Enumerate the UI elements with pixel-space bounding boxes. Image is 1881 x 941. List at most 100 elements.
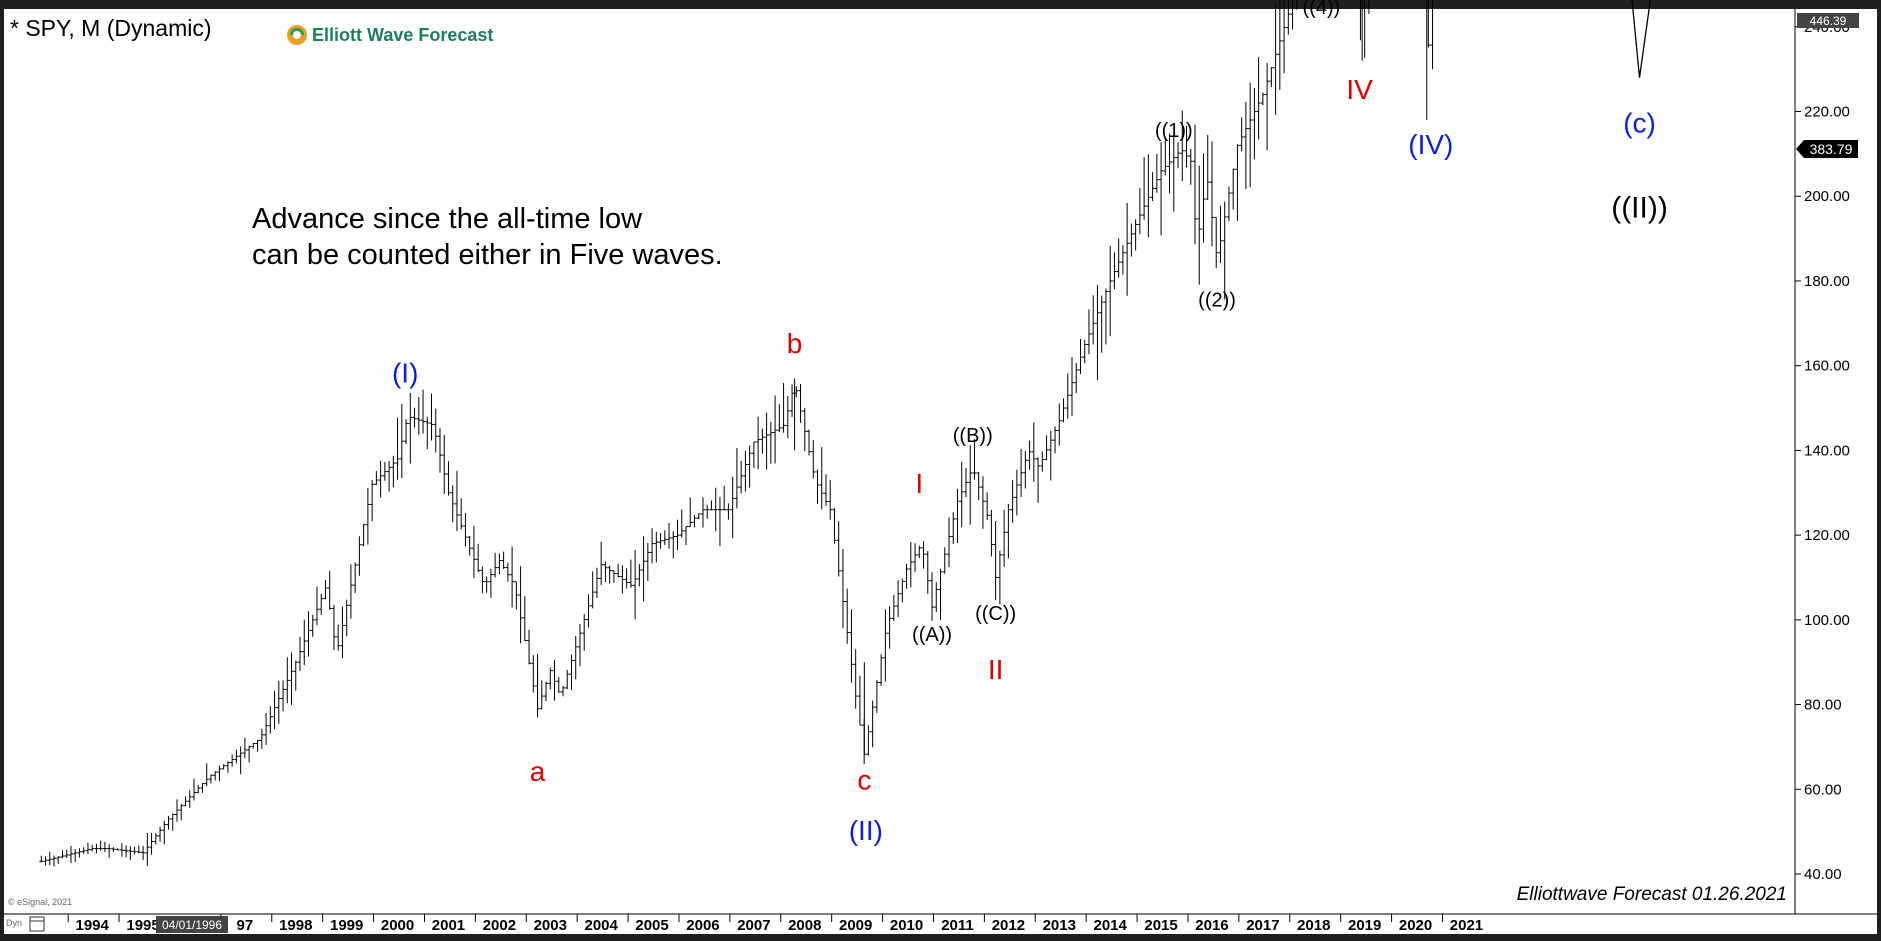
ohlc-bar (365, 487, 370, 545)
ohlc-bar (527, 629, 532, 665)
x-tick-label: 2020 (1399, 917, 1432, 934)
ohlc-bar (675, 519, 680, 551)
ohlc-bar (264, 713, 269, 745)
wave-label: ((4)) (1303, 0, 1341, 19)
wave-label: (I) (392, 358, 418, 389)
ohlc-bar (573, 635, 578, 680)
ohlc-bar (565, 669, 570, 690)
ohlc-bar (717, 497, 722, 547)
ohlc-bar (1120, 245, 1125, 275)
x-tick-label: 2006 (686, 917, 719, 934)
x-tick-label: 2009 (839, 917, 872, 934)
ohlc-bar (242, 737, 247, 759)
ohlc-bar (510, 546, 515, 608)
ohlc-bar (1082, 339, 1087, 364)
calendar-icon[interactable] (29, 916, 45, 932)
ohlc-bar (234, 749, 239, 764)
ohlc-bar (934, 582, 939, 613)
ohlc-bar (768, 422, 773, 464)
ohlc-bar (866, 725, 871, 756)
ohlc-bar (145, 832, 150, 867)
ohlc-bar (480, 566, 485, 594)
signature-text: Elliottwave Forecast 01.26.2021 (1517, 884, 1787, 905)
ohlc-bar (985, 492, 990, 521)
ohlc-bar (1167, 133, 1172, 194)
ohlc-bar (883, 609, 888, 682)
ohlc-bar (900, 578, 905, 603)
ohlc-bar (739, 460, 744, 494)
x-tick-label: 1995 (126, 917, 159, 934)
ohlc-bar (153, 833, 158, 845)
wave-label: ((II)) (1611, 191, 1668, 224)
ohlc-bar (1296, 0, 1298, 10)
ohlc-bar (976, 472, 981, 501)
right-border (1877, 0, 1881, 941)
ohlc-bar (272, 690, 277, 730)
ohlc-bar (781, 382, 786, 433)
ohlc-bar (777, 404, 782, 432)
ohlc-bar (1078, 338, 1083, 375)
symbol-label: * SPY, M (Dynamic) (10, 15, 212, 41)
ohlc-bar (857, 675, 862, 726)
ohlc-bar (348, 564, 353, 619)
ohlc-bar (539, 680, 544, 710)
ohlc-bar (1286, 0, 1291, 35)
ohlc-bar (302, 619, 307, 666)
x-tick-label: 2002 (483, 917, 516, 934)
ohlc-bar (52, 855, 56, 867)
ohlc-bar (298, 636, 303, 672)
ohlc-bar (1010, 480, 1015, 523)
ohlc-bar (399, 403, 404, 479)
ohlc-bar (1048, 430, 1053, 481)
ohlc-bar (454, 470, 459, 532)
x-tick-label: 2017 (1246, 917, 1279, 934)
ohlc-bar (183, 796, 188, 807)
ohlc-bar (870, 700, 875, 748)
ohlc-bar (1137, 188, 1142, 235)
ohlc-bar (522, 596, 527, 642)
ohlc-bar (149, 832, 154, 855)
ohlc-bar (94, 843, 99, 854)
ohlc-bar (56, 856, 61, 864)
ohlc-bar (353, 562, 358, 594)
ohlc-bar (1095, 284, 1100, 381)
ohlc-bar (1053, 426, 1058, 454)
ohlc-bar (726, 503, 731, 520)
ohlc-bar (658, 532, 663, 549)
ohlc-bar (259, 728, 264, 750)
ohlc-bar (1290, 0, 1294, 30)
x-tick-label: 2014 (1093, 917, 1127, 934)
annotation-line-1: Advance since the all-time low (252, 203, 643, 235)
ohlc-bar (590, 571, 595, 609)
ohlc-bar (963, 468, 968, 498)
annotation-line-2: can be counted either in Five waves. (252, 239, 723, 271)
top-border (0, 0, 1881, 9)
y-axis: 40.00 60.00 80.00 100.00 120.00 140.00 160.00 1… (1795, 19, 1850, 883)
ohlc-bar (505, 562, 510, 582)
ohlc-bar (734, 448, 739, 509)
ohlc-bar (925, 551, 930, 594)
ohlc-bar (136, 845, 141, 854)
ohlc-bar (196, 784, 201, 794)
y-tick-label: 160.00 (1804, 358, 1850, 375)
wave-label: ((C)) (975, 603, 1016, 625)
ohlc-bar (175, 799, 180, 822)
ohlc-bar (972, 439, 977, 480)
ohlc-bar (747, 445, 752, 488)
ohlc-bar (569, 654, 574, 691)
ohlc-bar (488, 568, 493, 598)
wave-label: c (857, 764, 871, 795)
ohlc-bar (773, 395, 778, 464)
ohlc-bar (1269, 67, 1274, 88)
ohlc-bar (463, 513, 468, 547)
last-price-text: 383.79 (1810, 141, 1853, 157)
ohlc-bar (497, 553, 502, 575)
ohlc-bar (624, 568, 629, 589)
wave-label: ((A)) (912, 624, 952, 646)
ohlc-bar (688, 497, 693, 528)
ohlc-bar (556, 676, 561, 693)
ohlc-bar (408, 392, 413, 464)
ohlc-bar (370, 479, 375, 522)
